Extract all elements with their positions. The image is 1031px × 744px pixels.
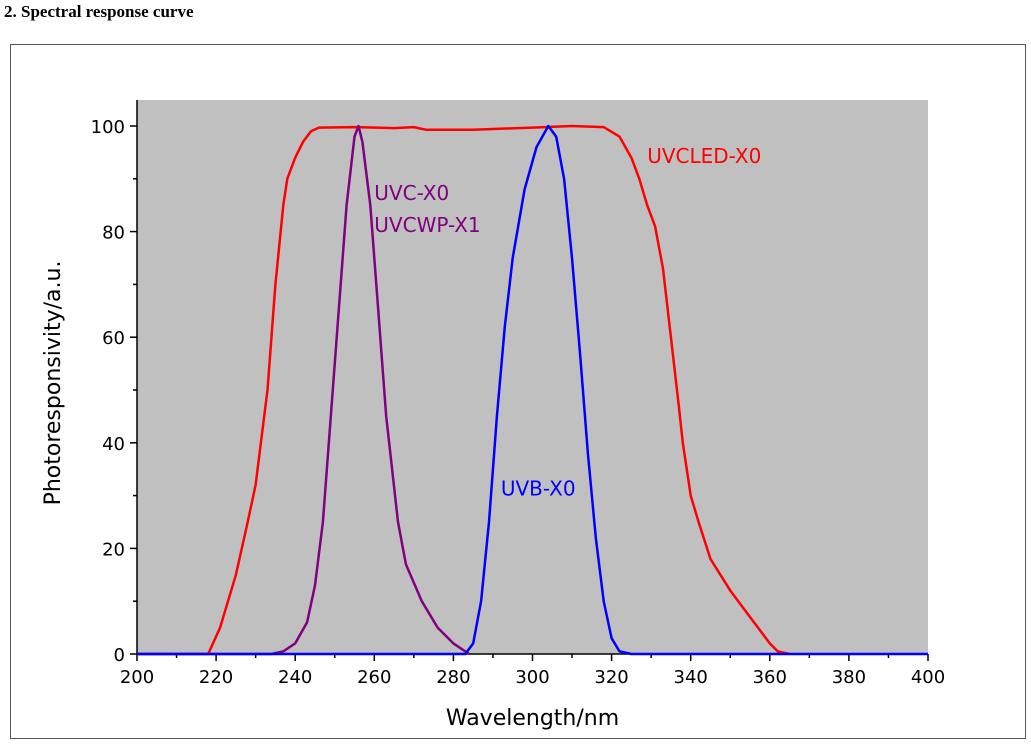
x-tick-label: 240	[278, 667, 312, 688]
x-tick-label: 260	[357, 667, 391, 688]
x-tick-label: 320	[594, 667, 628, 688]
y-tick-label: 100	[91, 117, 125, 138]
x-tick-label: 220	[199, 667, 233, 688]
y-tick-label: 60	[102, 328, 125, 349]
x-tick-label: 200	[120, 667, 154, 688]
series-label: UVCLED-X0	[647, 144, 761, 168]
series-line-1	[137, 124, 470, 656]
x-tick-label: 300	[515, 667, 549, 688]
section-title: 2. Spectral response curve	[4, 2, 194, 21]
series-label: UVB-X0	[501, 477, 576, 501]
series-line-0	[137, 124, 790, 656]
x-tick-label: 280	[436, 667, 470, 688]
series-label: UVCWP-X1	[374, 213, 480, 237]
plot-background	[137, 100, 928, 654]
x-tick-label: 360	[753, 667, 787, 688]
y-axis-label: Photoresponsivity/a.u.	[41, 261, 66, 506]
y-tick-label: 80	[102, 223, 125, 244]
y-tick-label: 40	[102, 434, 125, 455]
x-tick-label: 380	[832, 667, 866, 688]
x-tick-label: 400	[911, 667, 945, 688]
y-tick-label: 20	[102, 539, 125, 560]
series-line-2	[137, 124, 928, 656]
x-tick-label: 340	[674, 667, 708, 688]
series-label: UVC-X0	[374, 181, 449, 205]
y-tick-label: 0	[114, 645, 125, 666]
chart-frame	[10, 44, 1026, 739]
x-axis-label: Wavelength/nm	[446, 706, 619, 731]
